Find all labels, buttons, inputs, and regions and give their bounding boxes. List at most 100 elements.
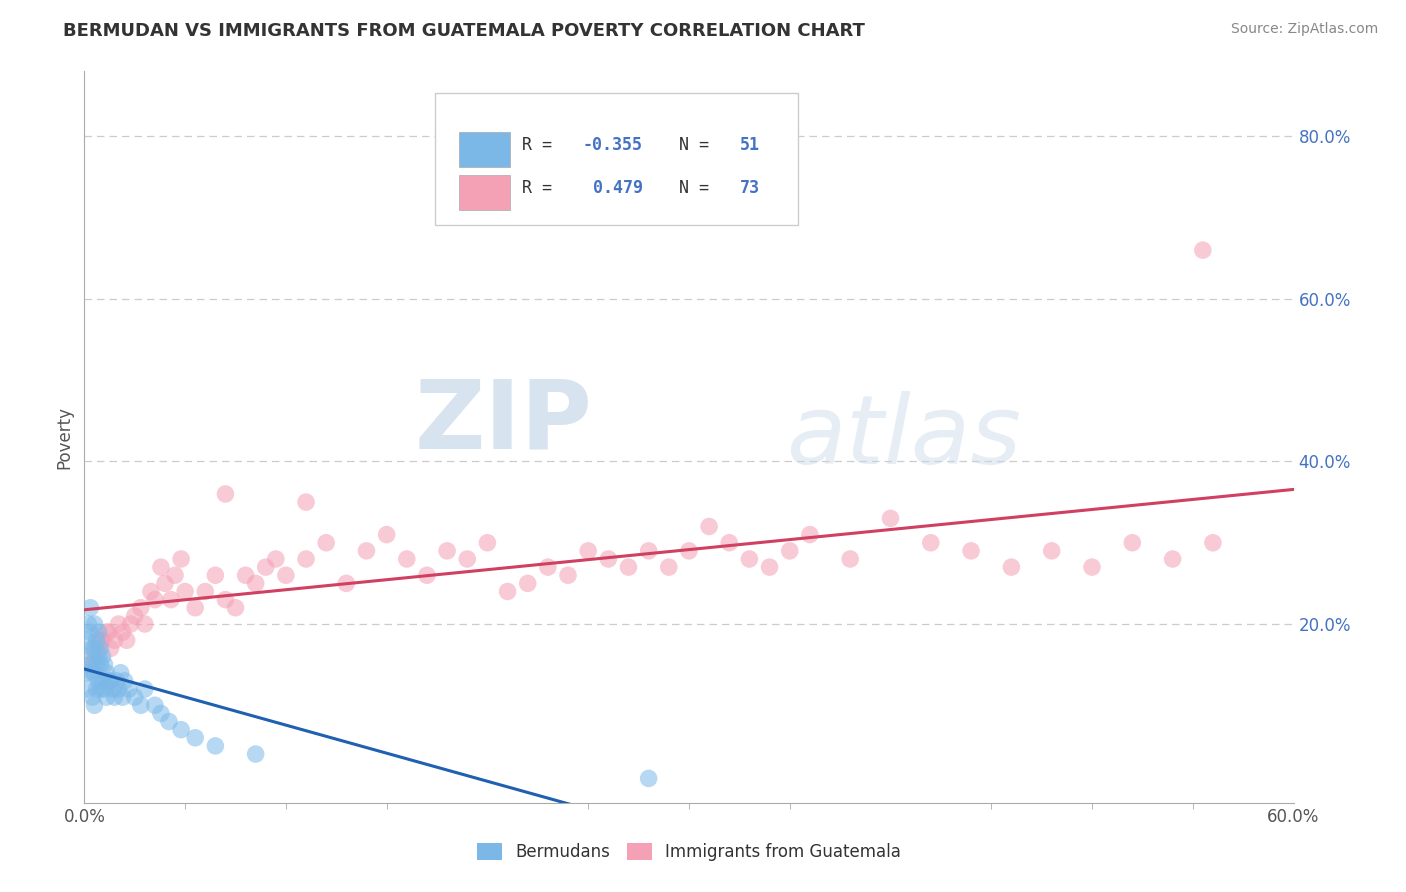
Point [214,592,236,607]
Point [82,665,104,680]
Point [96,690,118,705]
Point [105,673,128,688]
Point [87,625,110,640]
Point [104,633,127,648]
Point [557,568,579,582]
Point [79,657,101,672]
Point [1202,535,1225,549]
Point [184,731,207,745]
Point [214,487,236,501]
Text: Source: ZipAtlas.com: Source: ZipAtlas.com [1230,22,1378,37]
Point [79,625,101,640]
Point [375,527,398,541]
Y-axis label: Poverty: Poverty [55,406,73,468]
Point [839,552,862,566]
Point [295,552,318,566]
Point [149,560,172,574]
Point [477,535,499,549]
Point [160,592,183,607]
Point [204,739,226,753]
Point [77,681,100,696]
Point [89,641,111,656]
Point [87,673,110,688]
Point [111,625,134,640]
Point [91,673,114,688]
Point [879,511,901,525]
Point [637,772,659,786]
Point [758,560,780,574]
Text: atlas: atlas [786,391,1021,483]
Point [194,584,217,599]
Point [82,641,104,656]
Point [149,706,172,721]
Point [516,576,538,591]
Point [134,617,156,632]
Point [89,681,111,696]
Point [139,584,162,599]
Point [637,544,659,558]
Point [264,552,287,566]
Point [537,560,560,574]
Point [658,560,681,574]
Point [395,552,418,566]
Point [184,600,207,615]
Point [1161,552,1184,566]
Point [89,633,111,648]
Point [87,641,110,656]
Point [204,568,226,582]
Point [111,690,134,705]
Point [100,641,122,656]
Point [82,690,104,705]
Point [86,681,108,696]
Point [1121,535,1143,549]
Point [254,560,277,574]
Point [79,600,101,615]
Point [799,527,821,541]
Point [678,544,700,558]
Point [75,665,97,680]
Point [456,552,478,566]
Point [235,568,257,582]
Point [129,698,152,713]
FancyBboxPatch shape [460,131,510,167]
Point [245,747,267,761]
Point [335,576,357,591]
Point [153,576,176,591]
Point [75,633,97,648]
Point [718,535,741,549]
Point [97,673,120,688]
Point [77,649,100,664]
Text: -0.355: -0.355 [582,136,643,154]
Point [83,649,105,664]
Point [87,649,110,664]
Point [114,673,136,688]
Point [920,535,942,549]
Point [697,519,720,533]
Point [157,714,180,729]
Point [1040,544,1063,558]
FancyBboxPatch shape [460,175,510,211]
Point [110,665,132,680]
Point [97,625,120,640]
Point [101,681,124,696]
Text: BERMUDAN VS IMMIGRANTS FROM GUATEMALA POVERTY CORRELATION CHART: BERMUDAN VS IMMIGRANTS FROM GUATEMALA PO… [63,22,865,40]
Point [134,681,156,696]
Point [1192,243,1215,257]
Point [93,681,115,696]
FancyBboxPatch shape [434,94,797,225]
Point [738,552,761,566]
Point [89,657,111,672]
Point [104,690,127,705]
Point [83,665,105,680]
Point [436,544,458,558]
Point [598,552,620,566]
Point [86,657,108,672]
Point [96,665,118,680]
Text: R =: R = [522,136,562,154]
Point [107,617,129,632]
Legend: Bermudans, Immigrants from Guatemala: Bermudans, Immigrants from Guatemala [470,836,908,868]
Point [143,698,166,713]
Point [274,568,297,582]
Point [93,657,115,672]
Point [91,633,114,648]
